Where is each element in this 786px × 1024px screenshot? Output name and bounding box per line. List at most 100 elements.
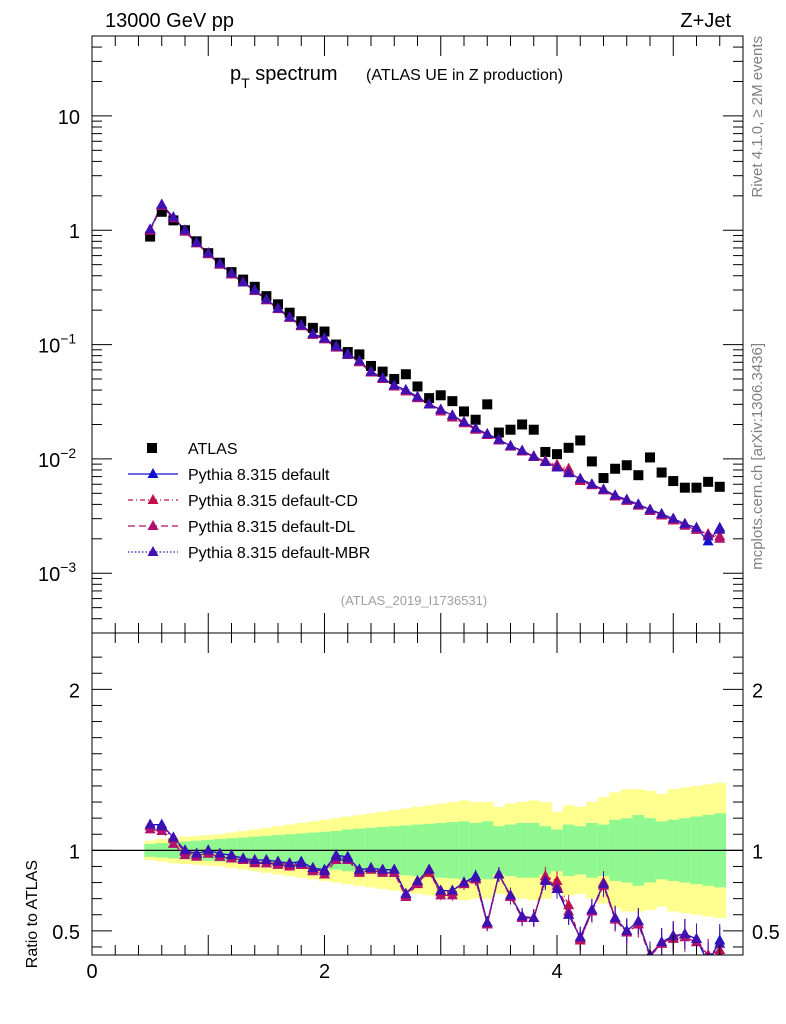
atlas-point bbox=[459, 406, 469, 417]
series-marker-3 bbox=[609, 489, 621, 500]
ratio-marker-3 bbox=[551, 882, 563, 893]
ratio-marker-3 bbox=[458, 876, 470, 887]
series-marker-3 bbox=[144, 223, 156, 234]
atlas-point bbox=[400, 369, 411, 380]
series-marker-3 bbox=[295, 319, 307, 330]
atlas-point bbox=[319, 326, 330, 337]
series-marker-3 bbox=[342, 348, 354, 359]
ratio-marker-3 bbox=[412, 874, 423, 885]
ratio-marker-3 bbox=[377, 863, 389, 874]
series-marker-3 bbox=[574, 472, 586, 483]
atlas-point bbox=[424, 393, 435, 404]
legend-label: ATLAS bbox=[188, 441, 238, 458]
series-marker-3 bbox=[656, 507, 668, 518]
y-tick-label: 1 bbox=[69, 221, 80, 243]
ratio-marker-3 bbox=[226, 849, 237, 860]
ratio-marker-3 bbox=[656, 936, 668, 947]
y-tick-label: 10−1 bbox=[38, 331, 76, 358]
x-tick-label: 0 bbox=[86, 961, 97, 983]
series-marker-2 bbox=[714, 532, 726, 543]
atlas-point bbox=[645, 452, 655, 463]
ratio-y-tick-label-right: 0.5 bbox=[752, 922, 780, 944]
series-marker-3 bbox=[423, 398, 435, 409]
series-marker-3 bbox=[167, 211, 179, 222]
legend-label: Pythia 8.315 default-DL bbox=[188, 519, 355, 536]
series-line-1 bbox=[149, 204, 720, 538]
ratio-marker-3 bbox=[353, 863, 365, 874]
ratio-marker-3 bbox=[202, 844, 214, 855]
ratio-marker-3 bbox=[272, 855, 284, 866]
header-process: Z+Jet bbox=[680, 10, 731, 32]
analysis-id: (ATLAS_2019_I1736531) bbox=[341, 593, 487, 608]
x-tick-label: 2 bbox=[319, 961, 330, 983]
main-frame bbox=[91, 35, 744, 634]
series-marker-3 bbox=[260, 293, 272, 304]
series-marker-3 bbox=[493, 433, 505, 444]
y-tick-label: 10−2 bbox=[38, 445, 76, 472]
ratio-y-tick-label: 2 bbox=[69, 680, 80, 702]
series-marker-3 bbox=[621, 493, 633, 504]
ratio-marker-1 bbox=[563, 899, 575, 910]
atlas-point bbox=[447, 396, 458, 407]
atlas-point bbox=[679, 482, 690, 493]
chart-title-paren: (ATLAS UE in Z production) bbox=[366, 67, 563, 84]
series-marker-3 bbox=[516, 444, 528, 455]
series-marker-3 bbox=[446, 409, 458, 420]
ratio-marker-3 bbox=[632, 915, 644, 926]
series-marker-3 bbox=[202, 247, 214, 258]
atlas-point bbox=[633, 470, 644, 481]
atlas-point bbox=[412, 381, 423, 392]
atlas-point bbox=[610, 463, 621, 474]
ratio-marker-3 bbox=[528, 911, 540, 922]
atlas-point bbox=[668, 476, 679, 487]
series-marker-3 bbox=[319, 332, 330, 343]
chart-title: pT spectrum bbox=[230, 63, 338, 91]
ratio-marker-3 bbox=[167, 831, 179, 842]
series-marker-3 bbox=[702, 530, 714, 541]
legend-marker bbox=[147, 494, 159, 504]
y-tick-label: 10 bbox=[58, 107, 80, 129]
ratio-marker-3 bbox=[365, 862, 377, 873]
atlas-point bbox=[505, 424, 516, 435]
series-line-0 bbox=[149, 203, 721, 543]
legend-marker-atlas bbox=[147, 443, 157, 453]
series-marker-3 bbox=[667, 512, 679, 523]
series-marker-3 bbox=[470, 422, 482, 433]
ratio-marker-3 bbox=[539, 874, 551, 885]
ratio-marker-3 bbox=[679, 928, 691, 939]
rivet-label: Rivet 4.1.0, ≥ 2M events bbox=[749, 36, 766, 198]
ratio-marker-3 bbox=[481, 916, 493, 927]
ratio-marker-3 bbox=[714, 937, 726, 948]
ratio-marker-3 bbox=[156, 820, 168, 831]
series-marker-3 bbox=[714, 523, 726, 534]
ratio-marker-3 bbox=[295, 857, 307, 868]
ratio-marker-3 bbox=[609, 911, 621, 922]
atlas-point bbox=[482, 399, 493, 410]
ratio-marker-3 bbox=[307, 862, 319, 873]
ratio-marker-3 bbox=[706, 952, 710, 955]
atlas-point bbox=[691, 482, 702, 493]
series-marker-3 bbox=[353, 354, 365, 365]
atlas-point bbox=[656, 467, 667, 478]
series-marker-3 bbox=[237, 276, 249, 287]
ratio-y-tick-label-right: 1 bbox=[752, 841, 763, 863]
series-marker-3 bbox=[307, 327, 319, 338]
ratio-marker-3 bbox=[505, 889, 516, 900]
series-marker-3 bbox=[226, 267, 237, 278]
series-marker-3 bbox=[539, 455, 551, 466]
series-marker-3 bbox=[586, 478, 598, 489]
series-marker-3 bbox=[377, 371, 389, 382]
ratio-marker-3 bbox=[400, 887, 412, 898]
ratio-marker-3 bbox=[586, 903, 598, 914]
main-panel: 10−3 10−2 10−1 1 10 pT spectrum (ATLAS UE in… bbox=[38, 35, 744, 634]
atlas-point bbox=[714, 481, 725, 492]
atlas-point bbox=[586, 456, 597, 467]
atlas-point bbox=[621, 460, 632, 471]
ratio-marker-3 bbox=[423, 863, 435, 874]
atlas-point bbox=[540, 446, 551, 457]
y-tick-label: 10−3 bbox=[38, 559, 76, 586]
series-marker-3 bbox=[644, 503, 656, 514]
series-marker-3 bbox=[214, 257, 226, 268]
series-marker-3 bbox=[284, 311, 296, 322]
